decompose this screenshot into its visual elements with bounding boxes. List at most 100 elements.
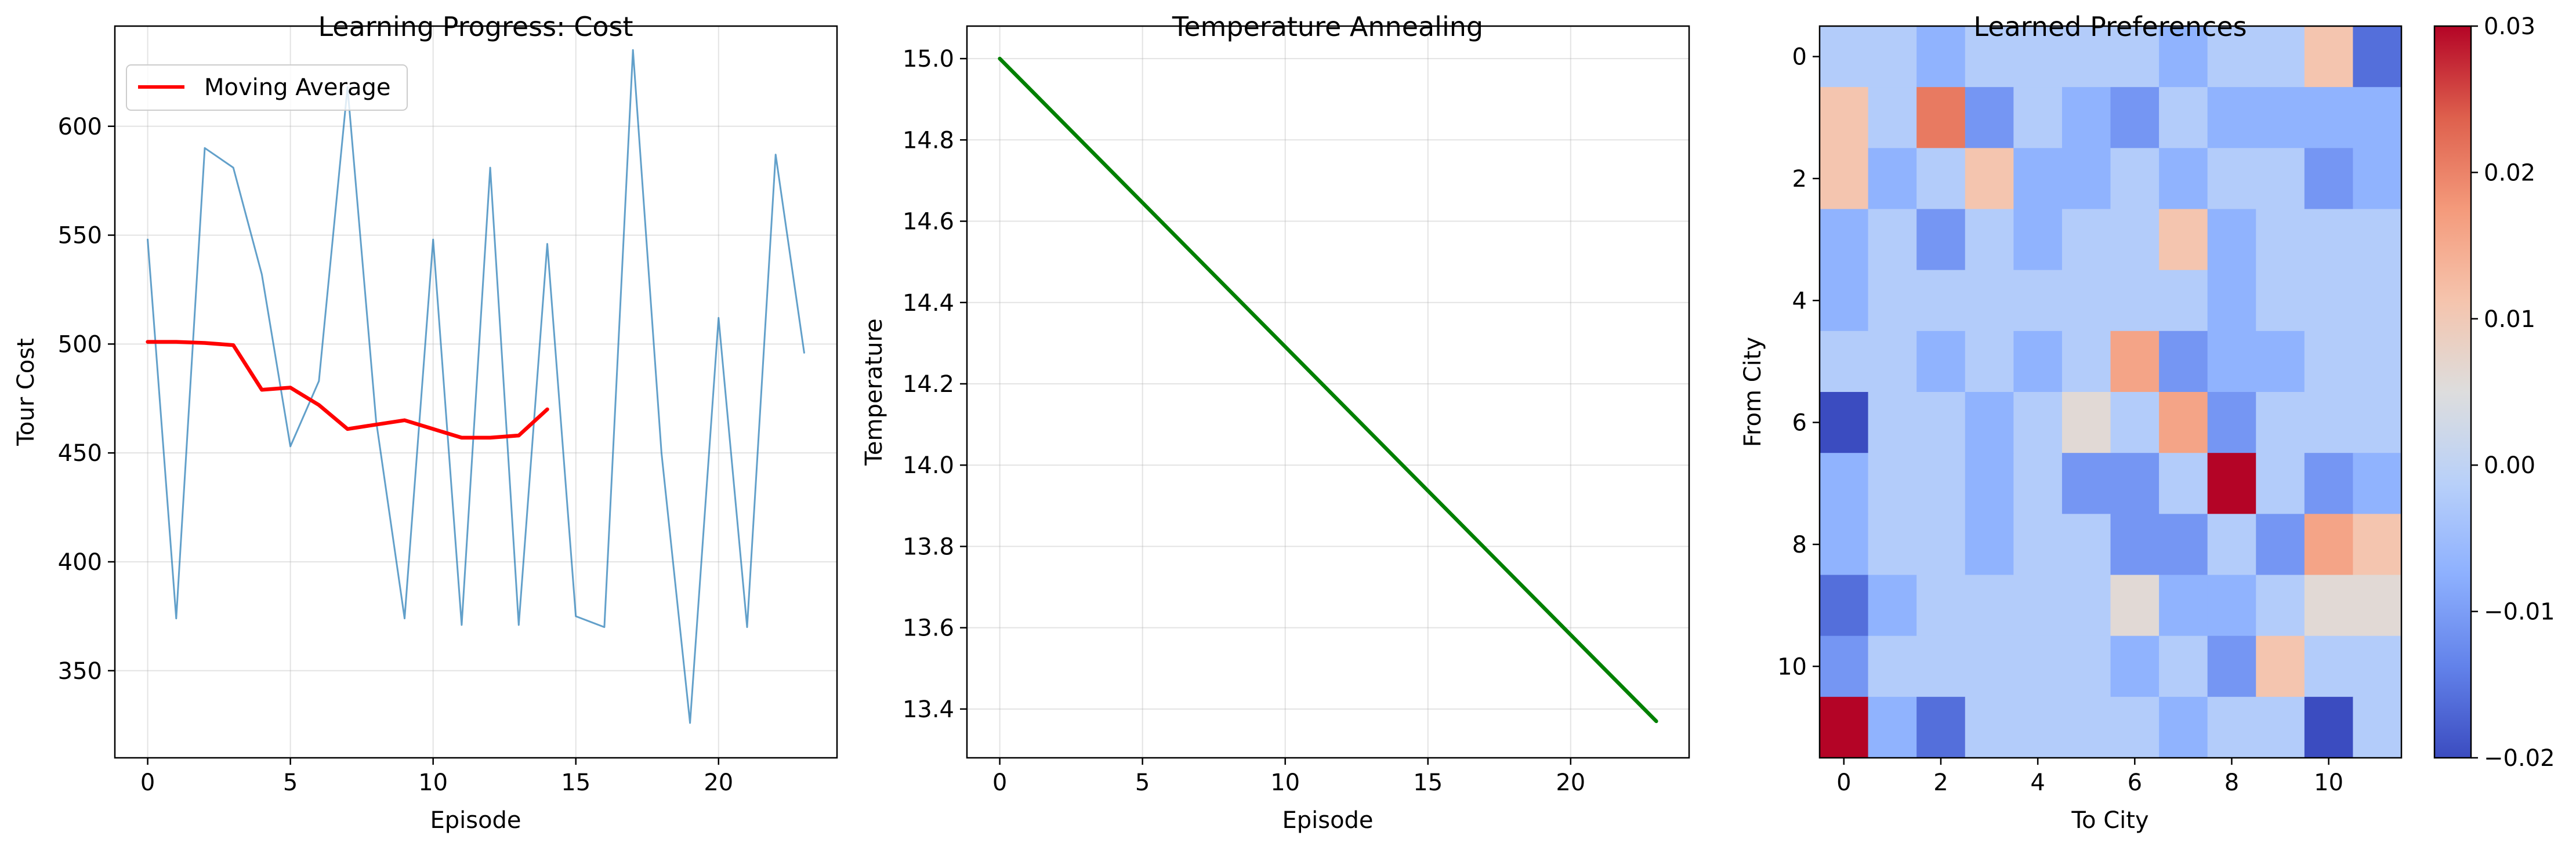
cost-chart-x-axis-label: Episode [430,807,521,834]
heatmap-cell [2110,392,2160,453]
heatmap-cell [2207,392,2256,453]
temperature-chart-x-ticks: 0 5 10 15 20 [992,758,1585,796]
y-tick-label: 14.4 [903,290,954,317]
heatmap-cell [2013,26,2063,88]
heatmap-y-ticks: 0 2 4 6 8 10 [1777,44,1820,680]
colorbar-tick-label: 0.03 [2484,13,2535,40]
y-tick-label: 600 [58,114,102,140]
cost-chart-frame [114,25,838,759]
heatmap-cell [2256,453,2305,514]
heatmap-cell [1868,696,1917,758]
y-tick-label: 2 [1792,166,1807,192]
temperature-chart-series [998,56,1658,724]
heatmap-cell [2353,26,2402,88]
heatmap-cell [2207,270,2256,332]
heatmap-cell [2013,87,2063,148]
heatmap-cell [1820,392,1869,453]
x-tick-label: 4 [2030,769,2045,796]
heatmap-x-axis-label: To City [2071,807,2149,834]
heatmap-cell [2207,87,2256,148]
heatmap-cell [2353,148,2402,210]
heatmap-cell [2061,696,2111,758]
y-tick-label: 400 [58,549,102,576]
x-tick-label: 10 [1270,769,1300,796]
temperature-chart-x-axis-label: Episode [1282,807,1373,834]
heatmap-cell [1820,270,1869,332]
heatmap-cell [2159,575,2208,637]
heatmap-cell [2256,330,2305,393]
y-tick-label: 13.8 [903,533,954,560]
heatmap-cell [2061,26,2111,88]
heatmap-cell [1868,148,1917,210]
series-0-line [998,56,1658,724]
legend-box [126,64,408,111]
heatmap-cell [2110,209,2160,271]
heatmap-cell [2061,330,2111,393]
heatmap-cell [2353,575,2402,637]
x-tick-label: 6 [2128,769,2142,796]
heatmap-cell [1916,26,1966,88]
y-tick-label: 0 [1792,44,1807,71]
heatmap-cell [2013,148,2063,210]
y-tick-label: 15.0 [903,46,954,72]
heatmap-cell [2256,635,2305,698]
x-tick-label: 0 [1836,769,1851,796]
heatmap-cell [2159,635,2208,698]
heatmap-cell [1868,514,1917,576]
heatmap-cell [2159,514,2208,576]
heatmap-cell [1868,453,1917,514]
x-tick-label: 2 [1933,769,1948,796]
x-tick-label: 10 [418,769,448,796]
heatmap-cell [2013,270,2063,332]
heatmap-cell [2061,635,2111,698]
x-tick-label: 5 [1135,769,1150,796]
heatmap-cell [2256,26,2305,88]
heatmap-frame [1818,25,2403,759]
heatmap-cell [1868,270,1917,332]
heatmap-cell [1868,575,1917,637]
cost-chart-title: Learning Progress: Cost [318,11,633,42]
heatmap-cell [2061,453,2111,514]
heatmap-cell [2304,453,2354,514]
heatmap-cell [2159,392,2208,453]
heatmap-cell [2013,514,2063,576]
heatmap-cell [2207,330,2256,393]
heatmap-cell [2061,209,2111,271]
heatmap-cell [1916,209,1966,271]
heatmap-cell [1820,514,1869,576]
heatmap-cell [1916,330,1966,393]
temperature-chart-frame [966,25,1690,759]
temperature-chart-y-ticks: 13.4 13.6 13.8 14.0 14.2 14.4 14.6 14.8 15.0 [903,46,967,723]
colorbar-tick-label: 0.01 [2484,306,2535,333]
x-tick-label: 0 [992,769,1007,796]
heatmap-cell [2110,26,2160,88]
cost-chart-series [146,49,805,724]
heatmap-cell [2207,148,2256,210]
y-tick-label: 14.6 [903,209,954,235]
heatmap-cell [2110,453,2160,514]
colorbar-tick-label: 0.02 [2484,159,2535,186]
heatmap-cell [2013,209,2063,271]
heatmap-cell [2159,148,2208,210]
heatmap-cell [2159,270,2208,332]
heatmap-cell [1965,26,2014,88]
heatmap-cell [1868,330,1917,393]
colorbar-tick-label: 0.00 [2484,452,2535,479]
heatmap-cell [1965,453,2014,514]
heatmap-cell [2110,270,2160,332]
heatmap-cell [2159,696,2208,758]
heatmap-cell [2159,453,2208,514]
y-tick-label: 550 [58,223,102,249]
heatmap-cell [2207,514,2256,576]
heatmap-cell [1965,392,2014,453]
y-tick-label: 6 [1792,410,1807,437]
heatmap-cell [2353,453,2402,514]
heatmap-cell [2110,87,2160,148]
y-tick-label: 4 [1792,288,1807,314]
heatmap-cell [1965,575,2014,637]
cost-chart-x-ticks: 0 5 10 15 20 [140,758,733,796]
heatmap-cell [2061,575,2111,637]
heatmap-cell [2304,635,2354,698]
heatmap-cell [2159,26,2208,88]
